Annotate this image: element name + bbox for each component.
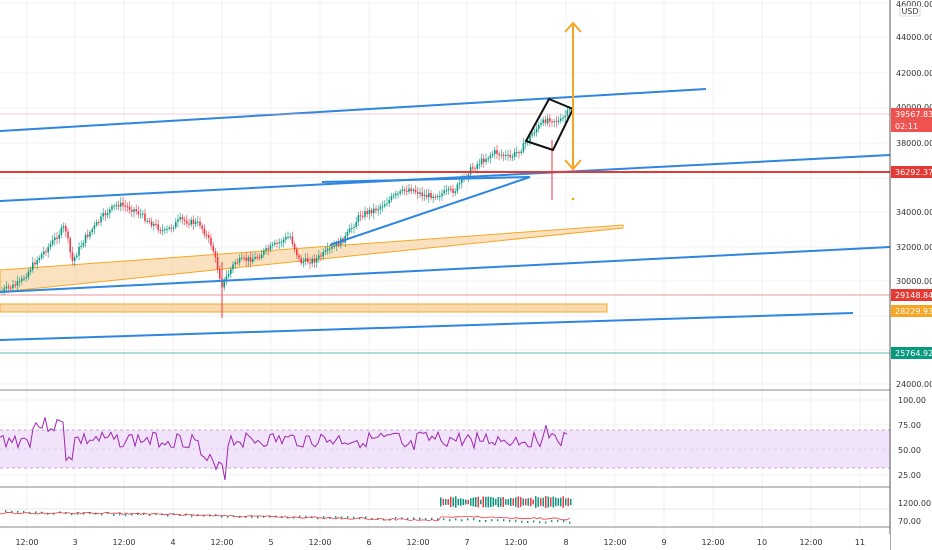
svg-text:29148.84: 29148.84 xyxy=(895,291,932,300)
time-axis-label: 4 xyxy=(170,538,175,547)
price-tag: 36292.37 xyxy=(891,166,932,178)
rsi-pane[interactable] xyxy=(0,417,890,481)
upper-channel-line[interactable] xyxy=(0,88,707,132)
triangle-bottom-line[interactable] xyxy=(329,176,531,246)
indicator-line xyxy=(0,511,571,522)
price-tick-label: 44000.00 xyxy=(896,33,932,42)
time-axis-label: 5 xyxy=(268,538,273,547)
svg-text:36292.37: 36292.37 xyxy=(895,168,932,177)
currency-label: USD xyxy=(901,7,918,16)
price-tag: 39567.83 xyxy=(891,108,932,120)
trendlines[interactable] xyxy=(0,88,891,354)
time-axis-label: 7 xyxy=(464,538,469,547)
svg-text:28229.93: 28229.93 xyxy=(895,307,932,316)
indicator-bars xyxy=(5,496,572,524)
time-axis-label: 11 xyxy=(855,538,865,547)
price-tag: 02:11 xyxy=(891,120,932,132)
rsi-tick-label: 25.00 xyxy=(898,471,921,480)
time-axis-label: 10 xyxy=(757,538,767,547)
price-tick-label: 42000.00 xyxy=(896,69,932,78)
price-tick-label: 38000.00 xyxy=(896,139,932,148)
volume-tick-label: 70.00 xyxy=(898,517,921,526)
middle-channel-line[interactable] xyxy=(0,154,891,202)
currency-badge[interactable]: USD xyxy=(899,5,921,17)
price-tick-label: 30000.00 xyxy=(896,277,932,286)
rsi-line xyxy=(0,417,568,481)
volume-tick-label: 1200.00 xyxy=(898,499,931,508)
orange-horizontal-zone[interactable] xyxy=(0,303,608,313)
volume-indicator-pane[interactable] xyxy=(0,496,890,524)
price-tag: 28229.93 xyxy=(891,305,932,317)
price-tag: 25764.92 xyxy=(891,347,932,359)
price-tick-label: 32000.00 xyxy=(896,243,932,252)
orange-rising-wedge-zone[interactable] xyxy=(0,224,624,293)
price-tick-label: 40000.00 xyxy=(896,103,932,112)
svg-text:39567.83: 39567.83 xyxy=(895,110,932,119)
rsi-tick-label: 100.00 xyxy=(898,396,926,405)
price-tick-label: 46000.00 xyxy=(896,0,932,9)
time-axis-label: 6 xyxy=(366,538,371,547)
price-scale[interactable]: 46000.00 44000.00 42000.00 40000.00 38000.00… xyxy=(889,0,932,550)
time-axis-label: 12:00 xyxy=(504,538,527,547)
time-axis-label: 12:00 xyxy=(701,538,724,547)
time-axis-label: 8 xyxy=(563,538,568,547)
time-axis-label: 12:00 xyxy=(112,538,135,547)
time-axis-label: 12:00 xyxy=(210,538,233,547)
flag-pattern-box[interactable] xyxy=(524,97,575,152)
lower-channel-line[interactable] xyxy=(0,246,891,293)
svg-text:25764.92: 25764.92 xyxy=(895,349,932,358)
price-target-arrow[interactable] xyxy=(564,21,582,201)
time-axis[interactable]: 12:00 3 12:00 4 12:00 5 12:00 6 12:00 7 12:00 8 12:0… xyxy=(0,534,890,550)
time-axis-label: 12:00 xyxy=(406,538,429,547)
price-tick-label: 34000.00 xyxy=(896,208,932,217)
svg-text:02:11: 02:11 xyxy=(895,122,918,131)
time-axis-label: 12:00 xyxy=(603,538,626,547)
time-axis-label: 9 xyxy=(661,538,666,547)
bottom-channel-line[interactable] xyxy=(0,312,854,341)
price-candles xyxy=(1,106,571,318)
rsi-tick-label: 75.00 xyxy=(898,421,921,430)
time-axis-label: 3 xyxy=(72,538,77,547)
price-tick-label: 24000.00 xyxy=(896,380,932,389)
triangle-top-line[interactable] xyxy=(321,176,531,183)
price-tag: 29148.84 xyxy=(891,289,932,301)
time-axis-label: 12:00 xyxy=(308,538,331,547)
time-axis-label: 12:00 xyxy=(799,538,822,547)
rsi-tick-label: 50.00 xyxy=(898,446,921,455)
time-axis-label: 12:00 xyxy=(15,538,38,547)
